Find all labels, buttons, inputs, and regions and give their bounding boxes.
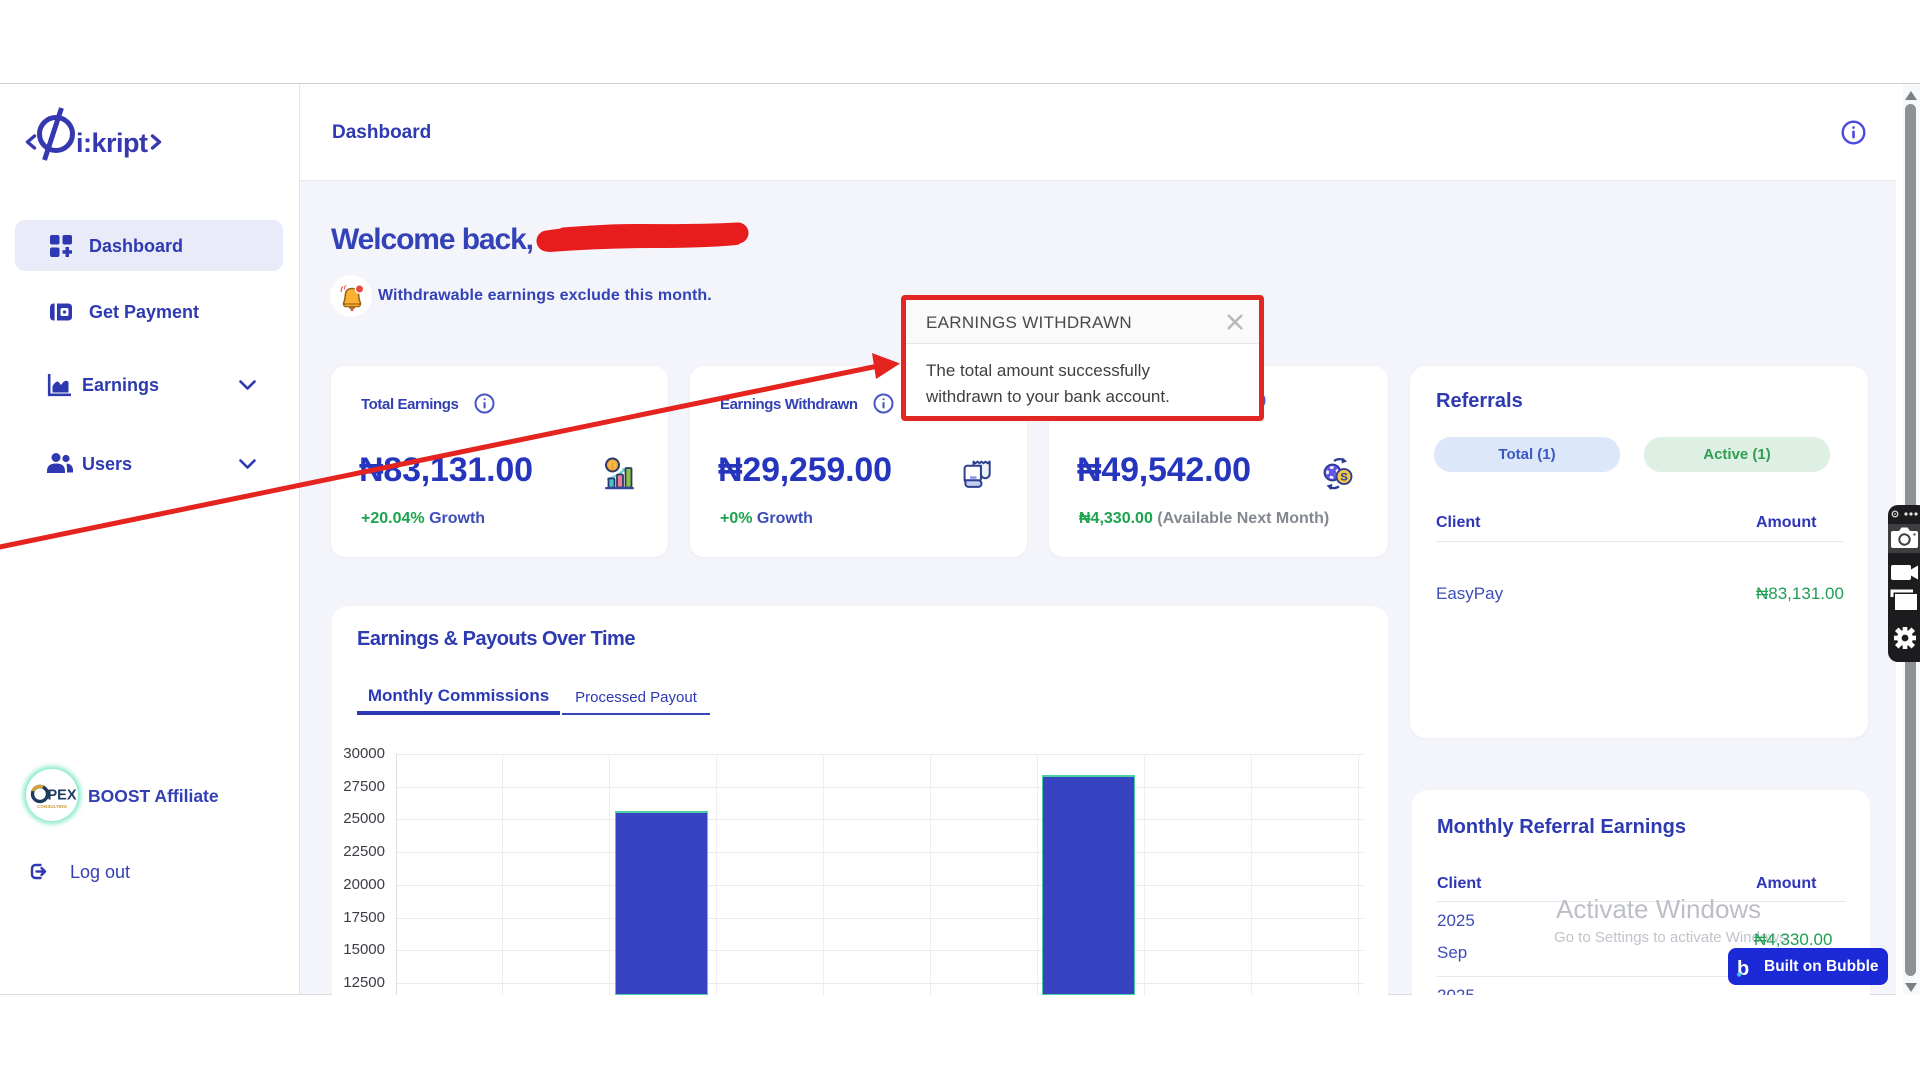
svg-text:i:kript: i:kript	[76, 128, 148, 158]
svg-text:$: $	[611, 463, 615, 470]
svg-text:PEX: PEX	[48, 788, 77, 804]
svg-text:S: S	[1340, 472, 1347, 484]
svg-text:b: b	[1737, 958, 1749, 980]
svg-text:CONSULTING: CONSULTING	[37, 804, 67, 809]
